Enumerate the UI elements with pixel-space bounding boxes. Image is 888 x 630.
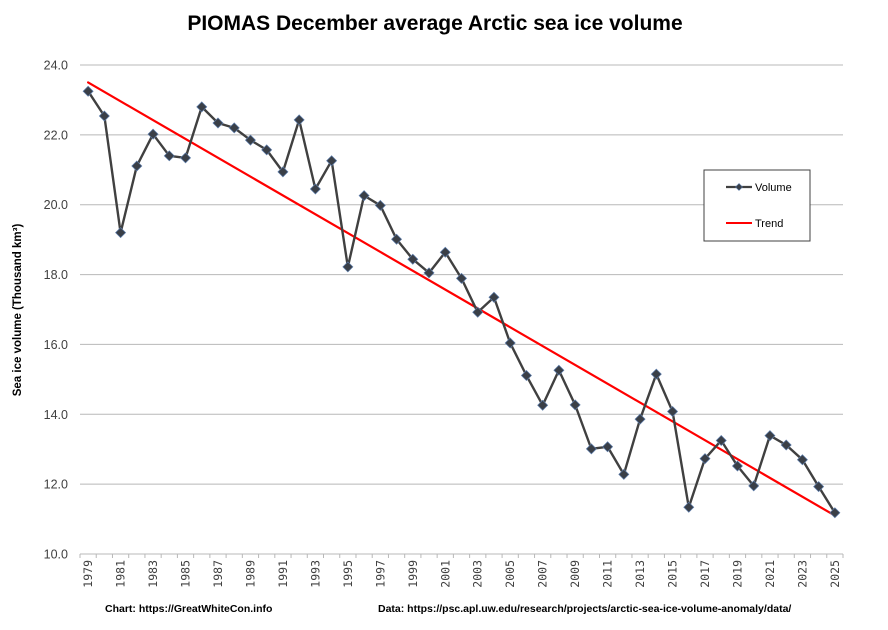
volume-point xyxy=(488,291,500,303)
x-tick-label: 2013 xyxy=(633,560,647,588)
volume-point xyxy=(602,441,614,453)
x-tick-label: 1983 xyxy=(146,560,160,588)
x-tick-label: 2021 xyxy=(763,560,777,588)
y-tick-label: 14.0 xyxy=(44,408,68,422)
x-axis xyxy=(79,553,844,558)
x-tick-label: 2001 xyxy=(438,560,452,588)
y-tick-label: 12.0 xyxy=(44,478,68,492)
volume-point xyxy=(115,227,127,239)
volume-point xyxy=(764,430,776,442)
volume-point xyxy=(391,233,403,245)
volume-point xyxy=(634,413,646,425)
x-tick-label: 1999 xyxy=(406,560,420,588)
volume-point xyxy=(407,253,419,265)
x-tick-label: 1981 xyxy=(114,560,128,588)
y-tick-label: 16.0 xyxy=(44,338,68,352)
volume-point xyxy=(520,370,532,382)
y-axis-label: Sea ice volume (Thousand km³) xyxy=(12,224,24,397)
trend-series xyxy=(87,81,836,517)
volume-point xyxy=(180,152,192,164)
chart-title: PIOMAS December average Arctic sea ice v… xyxy=(187,12,682,35)
volume-point xyxy=(423,267,435,279)
x-tick-label: 2011 xyxy=(601,560,615,588)
x-tick-label: 2025 xyxy=(828,560,842,588)
volume-point xyxy=(326,155,338,167)
legend-volume-label: Volume xyxy=(755,182,792,194)
x-tick-label: 2017 xyxy=(698,560,712,588)
trend-line xyxy=(87,81,836,517)
legend-trend-label: Trend xyxy=(755,218,783,230)
volume-point xyxy=(309,183,321,195)
x-tick-label: 1985 xyxy=(179,560,193,588)
x-tick-label: 1997 xyxy=(373,560,387,588)
volume-point xyxy=(699,453,711,465)
volume-point xyxy=(456,272,467,284)
x-tick-label: 2009 xyxy=(568,560,582,588)
volume-point xyxy=(813,481,825,493)
volume-point xyxy=(537,399,549,411)
volume-point xyxy=(683,501,695,513)
x-tick-label: 2005 xyxy=(503,560,517,588)
volume-point xyxy=(553,364,565,376)
x-tick-label: 2019 xyxy=(730,560,744,588)
data-credit: Data: https://psc.apl.uw.edu/research/pr… xyxy=(378,603,791,615)
volume-point xyxy=(212,117,224,129)
volume-point xyxy=(293,114,305,126)
x-tick-label: 1987 xyxy=(211,560,225,588)
volume-point xyxy=(131,160,143,172)
volume-point xyxy=(780,439,792,451)
y-tick-label: 10.0 xyxy=(44,548,68,562)
x-tick-label: 1991 xyxy=(276,560,290,588)
volume-point xyxy=(147,128,159,140)
volume-point xyxy=(472,306,484,318)
volume-point xyxy=(342,261,354,273)
x-axis-tick-labels: 1979 1981 1983 1985 1987 1989 1991 1993 1995 1997… xyxy=(81,560,842,588)
volume-point xyxy=(196,101,208,113)
volume-point xyxy=(228,122,240,134)
x-tick-label: 2015 xyxy=(666,560,680,588)
x-tick-label: 2023 xyxy=(795,560,809,588)
volume-point xyxy=(374,199,386,211)
volume-point xyxy=(261,144,273,156)
volume-point xyxy=(585,443,597,455)
y-tick-label: 24.0 xyxy=(44,59,68,73)
gridlines xyxy=(80,64,843,485)
legend: Volume Trend xyxy=(703,169,811,242)
volume-point xyxy=(358,190,370,202)
volume-point xyxy=(163,150,175,162)
volume-point xyxy=(244,134,256,146)
volume-point xyxy=(731,460,743,472)
x-tick-label: 1989 xyxy=(243,560,257,588)
volume-point xyxy=(715,434,727,446)
x-tick-label: 1995 xyxy=(341,560,355,588)
legend-volume-marker-icon xyxy=(735,183,743,191)
y-tick-label: 20.0 xyxy=(44,198,68,212)
volume-point xyxy=(748,480,760,492)
volume-point xyxy=(796,454,808,466)
x-tick-label: 1979 xyxy=(81,560,95,588)
volume-point xyxy=(667,405,679,417)
volume-point xyxy=(277,166,289,178)
volume-point xyxy=(504,337,516,349)
y-tick-label: 22.0 xyxy=(44,128,68,142)
y-tick-label: 18.0 xyxy=(44,268,68,282)
legend-box xyxy=(703,169,811,242)
volume-point xyxy=(569,399,581,411)
volume-point xyxy=(650,368,662,380)
x-tick-label: 1993 xyxy=(308,560,322,588)
volume-point xyxy=(82,85,94,97)
y-axis-ticks: 10.0 12.0 14.0 16.0 18.0 20.0 22.0 24.0 xyxy=(44,59,68,562)
x-tick-label: 2007 xyxy=(536,560,550,588)
volume-point xyxy=(98,110,110,122)
chart-credit: Chart: https://GreatWhiteCon.info xyxy=(105,603,272,615)
volume-point xyxy=(439,246,451,258)
volume-point xyxy=(618,468,630,480)
x-tick-label: 2003 xyxy=(471,560,485,588)
volume-series xyxy=(82,85,841,519)
volume-point xyxy=(829,507,841,519)
